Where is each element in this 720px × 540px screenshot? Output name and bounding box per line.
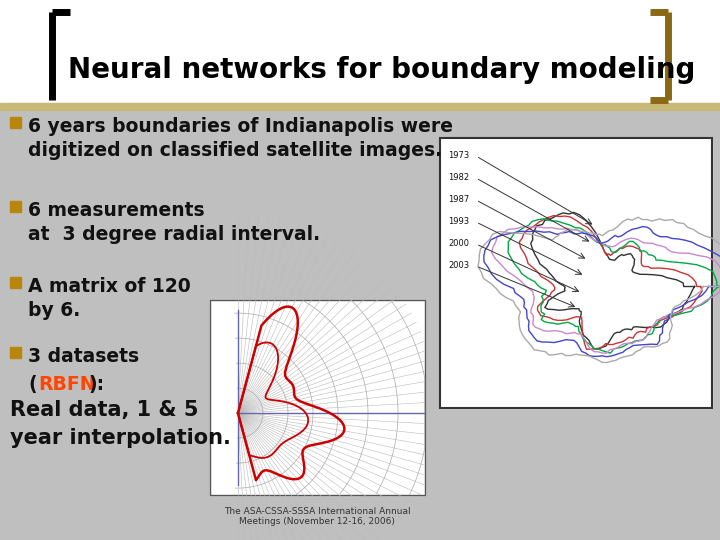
Bar bbox=[0, 108, 720, 540]
Bar bbox=[10, 201, 21, 212]
Text: 1982: 1982 bbox=[448, 173, 469, 183]
Text: (: ( bbox=[28, 375, 37, 394]
Text: 6 years boundaries of Indianapolis were
digitized on classified satellite images: 6 years boundaries of Indianapolis were … bbox=[28, 117, 453, 160]
Text: Neural networks for boundary modeling: Neural networks for boundary modeling bbox=[68, 56, 696, 84]
Bar bbox=[10, 117, 21, 128]
Bar bbox=[210, 300, 425, 495]
Text: The ASA-CSSA-SSSA International Annual
Meetings (November 12-16, 2006): The ASA-CSSA-SSSA International Annual M… bbox=[224, 507, 410, 526]
Text: A matrix of 120
by 6.: A matrix of 120 by 6. bbox=[28, 277, 191, 320]
Text: 1987: 1987 bbox=[448, 195, 469, 205]
Bar bbox=[210, 300, 425, 495]
Text: ):: ): bbox=[88, 375, 104, 394]
Bar bbox=[10, 347, 21, 358]
Bar bbox=[440, 138, 712, 408]
Bar bbox=[0, 0, 720, 108]
Text: 6 measurements
at  3 degree radial interval.: 6 measurements at 3 degree radial interv… bbox=[28, 201, 320, 244]
Text: 3 datasets: 3 datasets bbox=[28, 347, 139, 366]
Text: 2003: 2003 bbox=[448, 261, 469, 271]
Bar bbox=[0, 103, 720, 110]
Text: 1993: 1993 bbox=[448, 218, 469, 226]
Text: RBFN: RBFN bbox=[38, 375, 96, 394]
Bar bbox=[440, 138, 712, 408]
Text: year interpolation.: year interpolation. bbox=[10, 428, 231, 448]
Bar bbox=[10, 277, 21, 288]
Text: Real data, 1 & 5: Real data, 1 & 5 bbox=[10, 400, 199, 420]
Text: 1973: 1973 bbox=[448, 152, 469, 160]
Text: 2000: 2000 bbox=[448, 240, 469, 248]
